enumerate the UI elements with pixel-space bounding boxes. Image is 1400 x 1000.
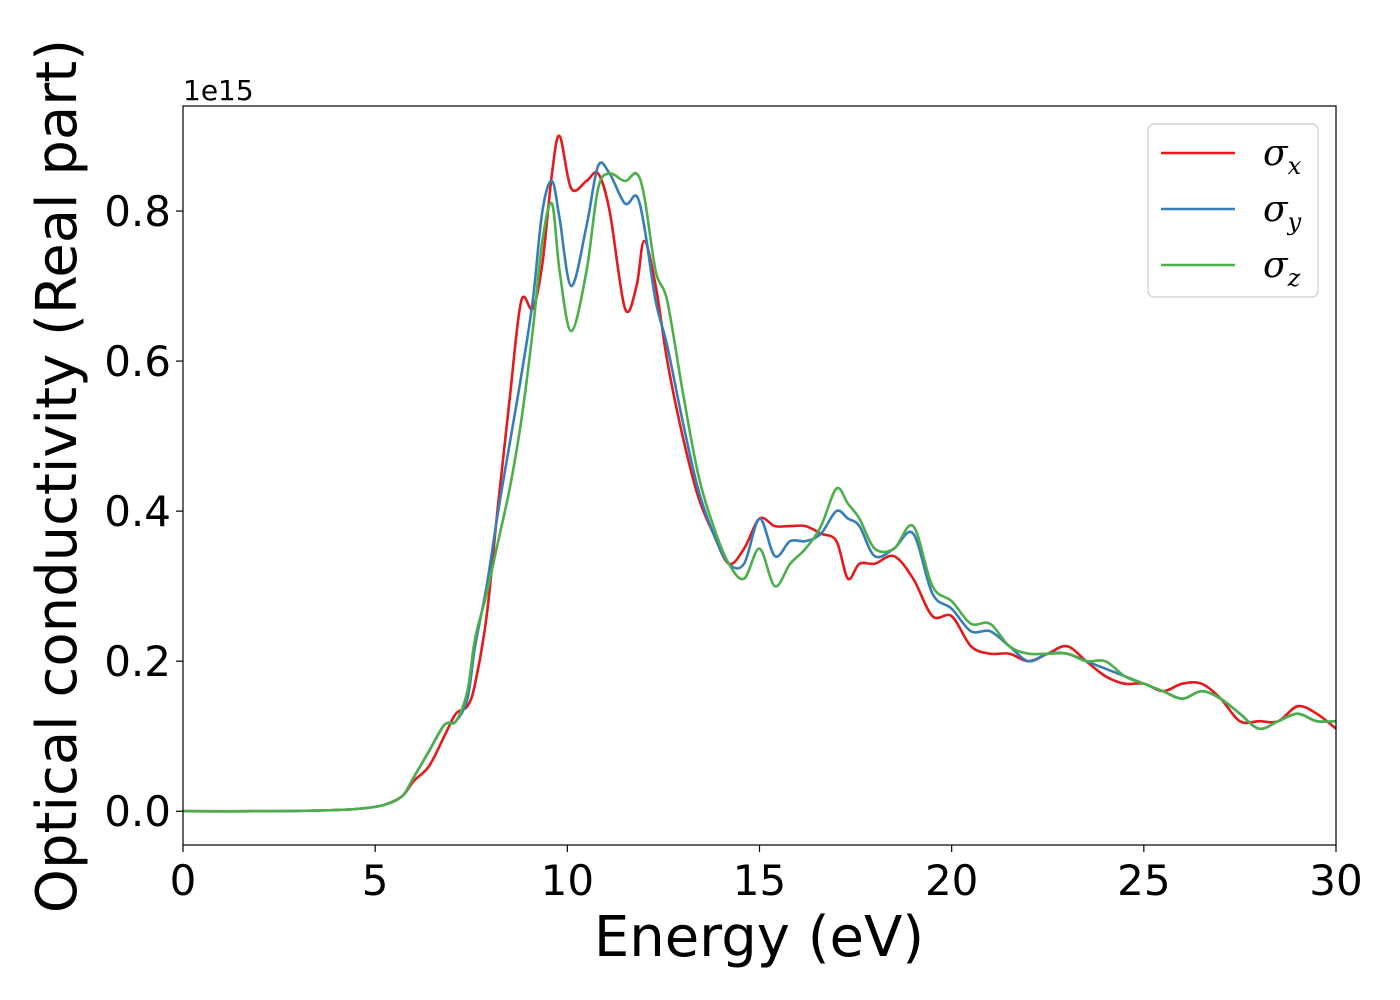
y-axis-label: Optical conductivity (Real part): [25, 39, 90, 913]
legend: σx σy σz: [1147, 123, 1319, 298]
legend-label-z: σz: [1263, 245, 1301, 292]
x-tick-label: 30: [1309, 856, 1362, 905]
plot-area: [182, 105, 1337, 846]
plot-background: [183, 106, 1336, 845]
x-tick-label: 20: [925, 856, 978, 905]
y-tick-label: 0.4: [104, 487, 171, 536]
y-tick-label: 0.6: [104, 337, 171, 386]
y-tick-label: 0.0: [104, 787, 171, 836]
legend-box: [1147, 123, 1319, 298]
y-offset-text: 1e15: [183, 74, 254, 107]
x-tick-label: 0: [170, 856, 197, 905]
x-tick-label: 5: [362, 856, 389, 905]
x-axis: 0 5 10 15 20 25 30: [170, 845, 1363, 905]
y-axis: 0.0 0.2 0.4 0.6 0.8: [104, 187, 183, 836]
y-tick-label: 0.8: [104, 187, 171, 236]
legend-label-x: σx: [1263, 133, 1302, 180]
legend-entries: σx σy σz: [1161, 133, 1302, 292]
y-tick-label: 0.2: [104, 637, 171, 686]
series-layer: [182, 134, 1337, 813]
legend-label-y: σy: [1263, 189, 1302, 236]
x-tick-label: 25: [1117, 856, 1170, 905]
series-line-z: [182, 171, 1337, 813]
x-tick-label: 15: [733, 856, 786, 905]
x-axis-label: Energy (eV): [594, 905, 924, 970]
x-tick-label: 10: [541, 856, 594, 905]
